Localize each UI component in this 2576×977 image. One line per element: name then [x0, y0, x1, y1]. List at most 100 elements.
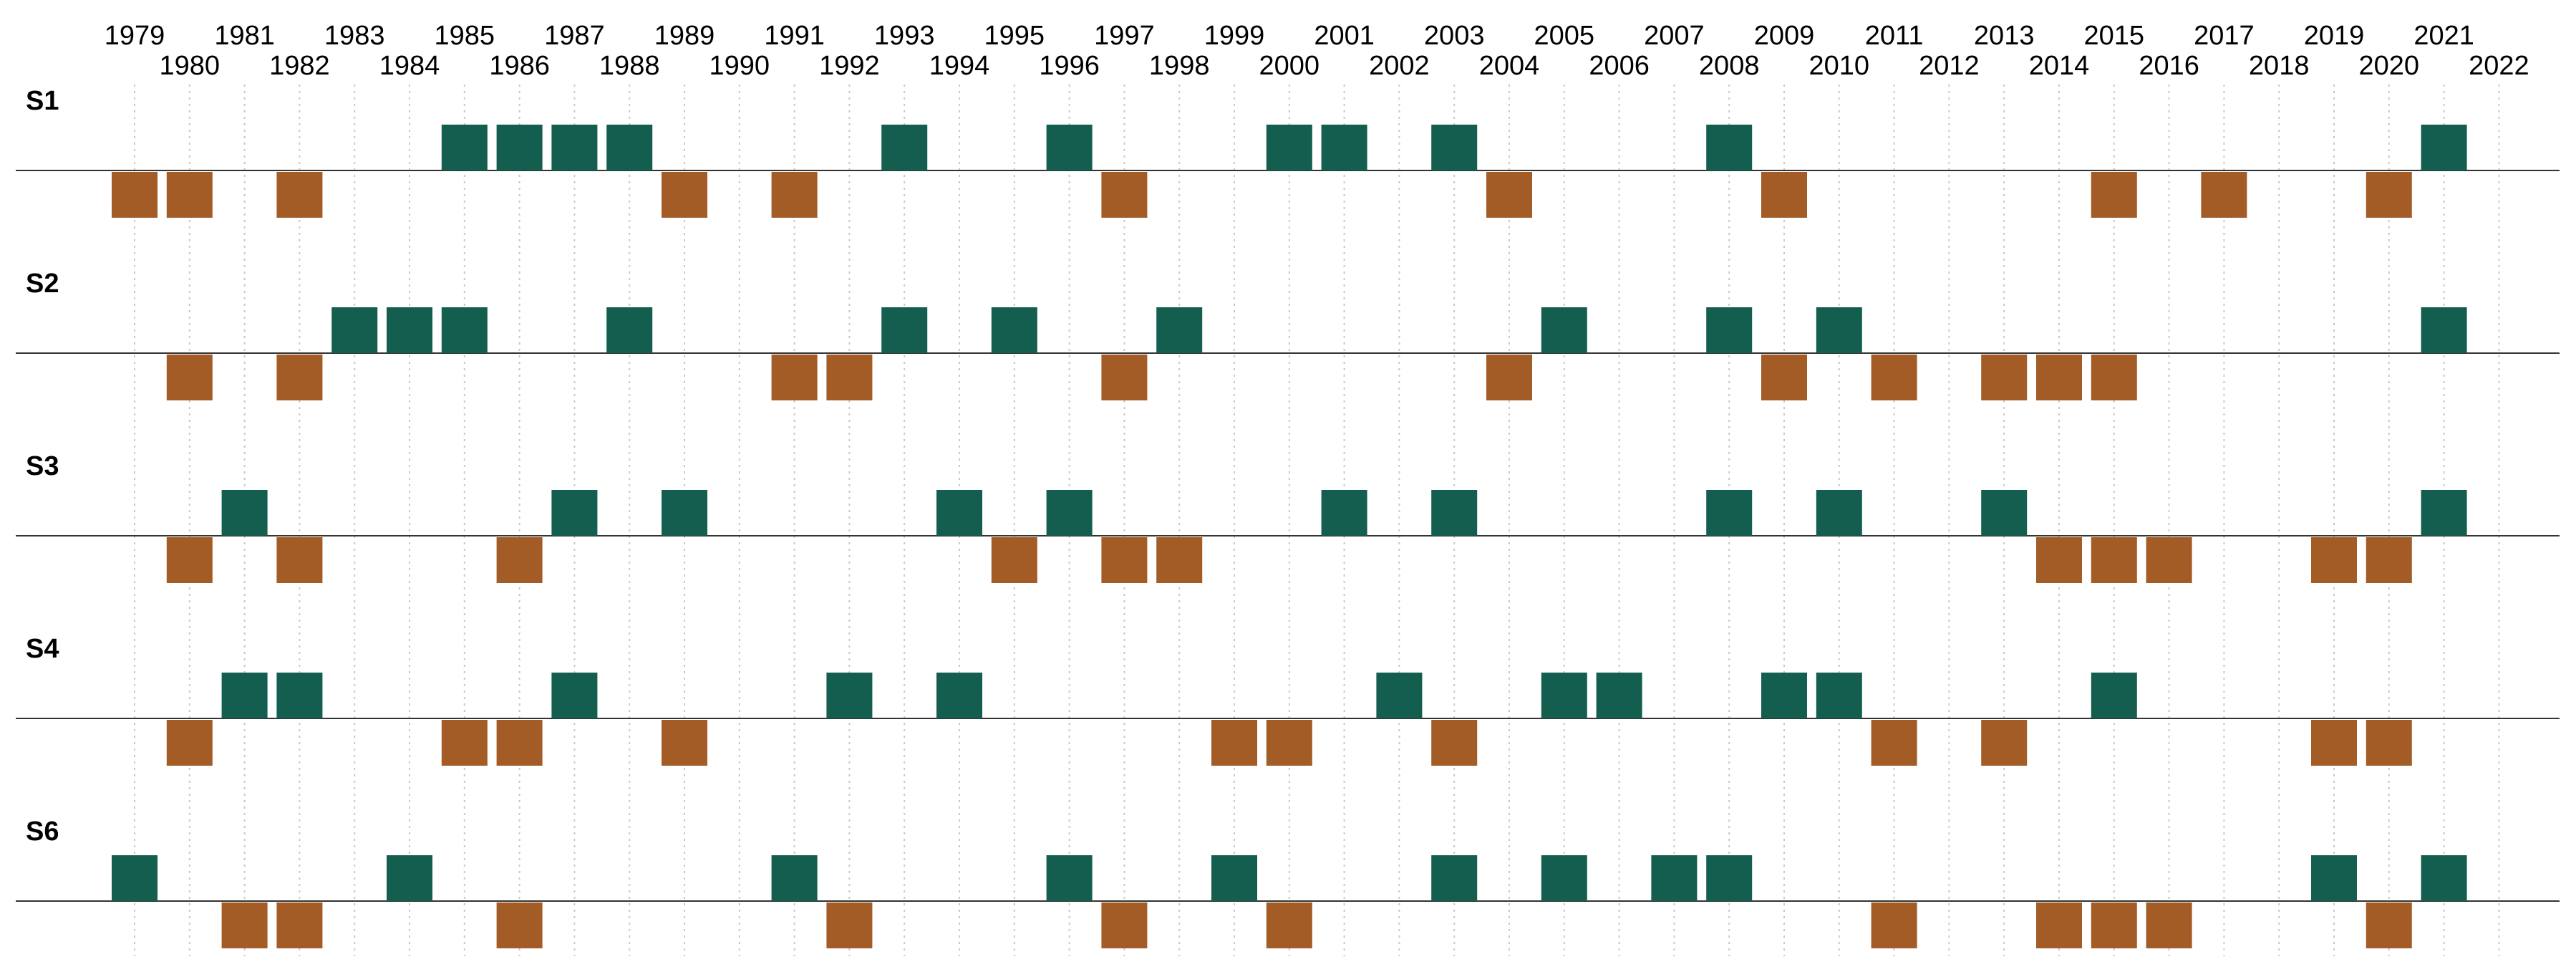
event-above-box [606, 307, 653, 353]
year-tick-label: 2022 [2469, 51, 2529, 81]
event-above-box [662, 490, 707, 536]
event-below-box [441, 720, 488, 766]
event-below-box [166, 720, 213, 766]
event-above-box [496, 125, 543, 170]
series-layer: S1 S2 S3 S4 S6 [16, 86, 2560, 948]
event-above-box [1431, 490, 1478, 536]
event-below-box [1156, 537, 1203, 583]
series-label: S4 [26, 634, 59, 664]
event-below-box [771, 355, 818, 400]
event-below-box [1211, 720, 1257, 766]
year-tick-label: 2009 [1754, 21, 1815, 51]
series-label: S6 [26, 817, 59, 847]
event-below-box [826, 355, 873, 400]
year-tick-label: 1985 [435, 21, 495, 51]
event-above-box [387, 855, 432, 901]
event-above-box [2421, 855, 2467, 901]
event-below-box [1266, 720, 1312, 766]
year-tick-label: 1989 [654, 21, 715, 51]
year-tick-label: 2010 [1809, 51, 1870, 81]
event-below-box [2366, 903, 2412, 948]
event-above-box [1981, 490, 2028, 536]
event-below-box [826, 903, 873, 948]
year-tick-label: 2013 [1974, 21, 2035, 51]
year-tick-label: 2017 [2194, 21, 2255, 51]
event-below-box [2091, 903, 2137, 948]
year-tick-label: 2003 [1424, 21, 1485, 51]
event-above-box [387, 307, 432, 353]
year-tick-label: 2015 [2084, 21, 2145, 51]
year-tick-label: 1998 [1149, 51, 1210, 81]
event-below-box [1101, 903, 1148, 948]
event-above-box [826, 673, 873, 718]
event-below-box [991, 537, 1037, 583]
year-tick-label: 1997 [1094, 21, 1155, 51]
event-below-box [496, 537, 543, 583]
event-below-box [276, 537, 323, 583]
year-tick-label: 1999 [1204, 21, 1265, 51]
event-above-box [1211, 855, 1257, 901]
event-above-box [2421, 490, 2467, 536]
event-below-box [1486, 172, 1532, 218]
event-below-box [276, 172, 323, 218]
event-above-box [881, 125, 928, 170]
event-above-box [221, 673, 268, 718]
event-below-box [1431, 720, 1478, 766]
event-above-box [606, 125, 653, 170]
event-below-box [1981, 720, 2028, 766]
event-below-box [2201, 172, 2247, 218]
event-above-box [936, 673, 982, 718]
event-below-box [1486, 355, 1532, 400]
event-above-box [1431, 125, 1478, 170]
year-tick-label: 2004 [1479, 51, 1540, 81]
event-above-box [1651, 855, 1698, 901]
event-above-box [991, 307, 1037, 353]
series-row-s2: S2 [16, 269, 2560, 400]
year-tick-label: 2016 [2139, 51, 2199, 81]
grid-layer [134, 85, 2500, 956]
year-tick-label: 1982 [269, 51, 330, 81]
series-label: S3 [26, 451, 59, 481]
year-tick-label: 2020 [2359, 51, 2420, 81]
event-above-box [1321, 490, 1367, 536]
event-above-box [1156, 307, 1203, 353]
year-tick-label: 1980 [160, 51, 221, 81]
event-above-box [2421, 307, 2467, 353]
year-tick-label: 1990 [710, 51, 770, 81]
year-tick-label: 2002 [1369, 51, 1430, 81]
event-below-box [1761, 172, 1807, 218]
year-tick-label: 1986 [489, 51, 550, 81]
year-tick-label: 1995 [984, 21, 1045, 51]
year-tick-label: 2021 [2413, 21, 2474, 51]
event-below-box [1101, 172, 1148, 218]
year-tick-label: 1981 [214, 21, 275, 51]
event-below-box [1101, 355, 1148, 400]
series-row-s3: S3 [16, 451, 2560, 583]
event-below-box [276, 355, 323, 400]
event-below-box [1871, 903, 1917, 948]
year-tick-label: 1996 [1039, 51, 1100, 81]
event-below-box [1871, 355, 1917, 400]
series-label: S2 [26, 269, 59, 299]
series-row-s1: S1 [16, 86, 2560, 218]
event-below-box [166, 172, 213, 218]
year-tick-label: 1983 [324, 21, 385, 51]
year-tick-label: 1984 [379, 51, 440, 81]
event-above-box [1816, 673, 1862, 718]
event-below-box [221, 903, 268, 948]
event-below-box [2311, 537, 2357, 583]
event-below-box [2036, 355, 2082, 400]
event-above-box [936, 490, 982, 536]
event-above-box [1706, 490, 1753, 536]
event-below-box [166, 537, 213, 583]
event-above-box [1706, 307, 1753, 353]
event-above-box [112, 855, 158, 901]
event-below-box [496, 903, 543, 948]
event-below-box [2366, 720, 2412, 766]
year-tick-label: 2007 [1644, 21, 1705, 51]
event-above-box [1816, 490, 1862, 536]
year-tick-label: 2012 [1919, 51, 1980, 81]
event-above-box [2421, 125, 2467, 170]
event-below-box [2146, 537, 2192, 583]
